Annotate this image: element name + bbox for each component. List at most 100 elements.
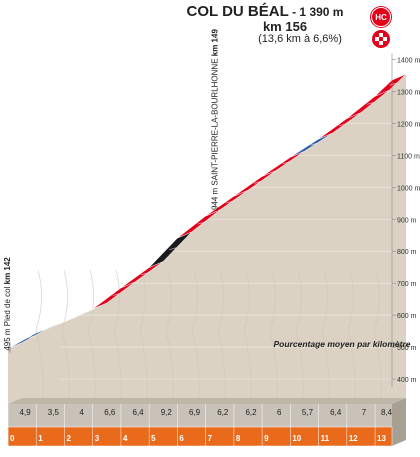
terrain-fill (8, 74, 406, 404)
col-title: COL DU BÉAL - 1 390 m (170, 3, 360, 20)
finish-flag-icon (372, 30, 390, 48)
road-dash (366, 102, 375, 105)
km-strip-cell (177, 427, 206, 446)
km-strip-cell (149, 427, 178, 446)
y-tick-label: 700 m (397, 281, 417, 288)
road-dash (56, 322, 64, 325)
road-dash (112, 293, 120, 296)
gradient-label: 6 (277, 408, 282, 417)
hc-category-badge: HC (371, 7, 391, 27)
gradient-label: 6,9 (189, 408, 201, 417)
waypoint-km: km 149 (211, 29, 220, 57)
y-tick-label: 400 m (397, 377, 417, 384)
gradient-label: 6,2 (217, 408, 229, 417)
terrain-area (8, 74, 406, 421)
km-tick-label: 8 (236, 434, 241, 443)
km-strip-cell (346, 427, 376, 446)
km-strip-cell (233, 427, 263, 446)
terrain-texture (243, 269, 252, 421)
road-dash (84, 310, 92, 313)
y-tick-label: 1400 m (397, 58, 420, 65)
waypoint-km: km 142 (3, 257, 12, 285)
gradient-label: 9,2 (161, 408, 173, 417)
hc-badge-label: HC (375, 12, 387, 22)
terrain-texture (347, 269, 356, 421)
road-dash (338, 123, 346, 127)
gradient-label: 7 (362, 408, 367, 417)
road-dash (310, 142, 318, 146)
y-tick-label: 800 m (397, 249, 417, 256)
road-dash (282, 161, 290, 165)
gradient-road-band (7, 73, 407, 349)
km-tick-label: 1 (38, 434, 43, 443)
gradient-label: 6,2 (245, 408, 257, 417)
gradient-label: 8,4 (381, 408, 393, 417)
km-tick-label: 12 (349, 434, 358, 443)
summit-km: km 156 (262, 19, 308, 34)
terrain-texture (61, 269, 70, 421)
road-dash (389, 82, 397, 86)
altitude-gridlines (60, 59, 392, 380)
terrain-texture (87, 269, 96, 421)
summit-altitude: - 1 390 m (288, 5, 344, 19)
km-tick-label: 11 (321, 434, 330, 443)
km-strip-cell (205, 427, 234, 446)
km-strip-cell (64, 427, 93, 446)
terrain-texture (321, 269, 330, 421)
km-tick-label: 6 (179, 434, 184, 443)
y-tick-label: 900 m (397, 217, 417, 224)
road-dash (225, 200, 233, 204)
km-tick-label: 7 (208, 434, 213, 443)
km-tick-label: 13 (377, 434, 386, 443)
average-gradient-note: Pourcentage moyen par kilomètre (274, 339, 411, 349)
waypoints: 495 m Pied de col km 142 944 m SAINT-PIER… (3, 29, 220, 353)
gradient-label: 5,7 (302, 408, 314, 417)
km-tick-label: 10 (292, 434, 301, 443)
terrain-texture (139, 269, 148, 421)
gradient-label: 6,4 (330, 408, 342, 417)
base-front (8, 404, 392, 427)
km-tick-label: 3 (95, 434, 100, 443)
gradient-label: 4 (79, 408, 84, 417)
col-name: COL DU BÉAL (186, 3, 289, 20)
terrain-texture (217, 269, 226, 421)
altitude-axis: 400 m 500 m 600 m 700 m 800 m 900 m 1000 m 1100… (391, 53, 420, 387)
waypoint-label: 944 m SAINT-PIERRE-LA-BOURLHONNE km 149 (211, 29, 220, 210)
km-tick-label: 2 (66, 434, 71, 443)
km-strip-cell (120, 427, 150, 446)
km-strip-cell (375, 427, 392, 446)
terrain-texture (191, 269, 200, 421)
km-tick-label: 4 (123, 434, 128, 443)
km-strip-cell (290, 427, 319, 446)
km-strip-cell (8, 427, 37, 446)
road-dash (253, 180, 262, 184)
terrain-texture (35, 269, 44, 421)
terrain-texture (165, 269, 174, 421)
gradient-label: 3,5 (48, 408, 60, 417)
km-tick-label: 5 (151, 434, 156, 443)
y-tick-label: 500 m (397, 345, 417, 352)
base-side (392, 398, 406, 446)
terrain-texture (295, 269, 304, 421)
km-tick-label: 9 (264, 434, 269, 443)
km-strip-cell (92, 427, 121, 446)
terrain-texture (373, 269, 382, 421)
y-tick-label: 1200 m (397, 121, 420, 128)
y-tick-label: 1000 m (397, 185, 420, 192)
waypoint-name: 944 m SAINT-PIERRE-LA-BOURLHONNE (211, 56, 220, 210)
km-strip-cell (262, 427, 291, 446)
y-tick-label: 1300 m (397, 89, 420, 96)
road-dash (28, 335, 36, 339)
km-scale-strip: 0 1 2 3 4 5 6 7 8 9 10 11 12 13 (7, 398, 406, 447)
y-tick-label: 1100 m (397, 153, 420, 160)
km-tick-label: 0 (10, 434, 15, 443)
gradient-label: 6,4 (132, 408, 144, 417)
base-top (8, 398, 406, 404)
checkered-flag-icon (375, 33, 387, 45)
gradient-label: 6,6 (104, 408, 116, 417)
y-tick-label: 600 m (397, 313, 417, 320)
terrain-texture (269, 269, 278, 421)
road-dash (140, 272, 149, 276)
waypoint-name: 495 m Pied de col (3, 284, 12, 350)
